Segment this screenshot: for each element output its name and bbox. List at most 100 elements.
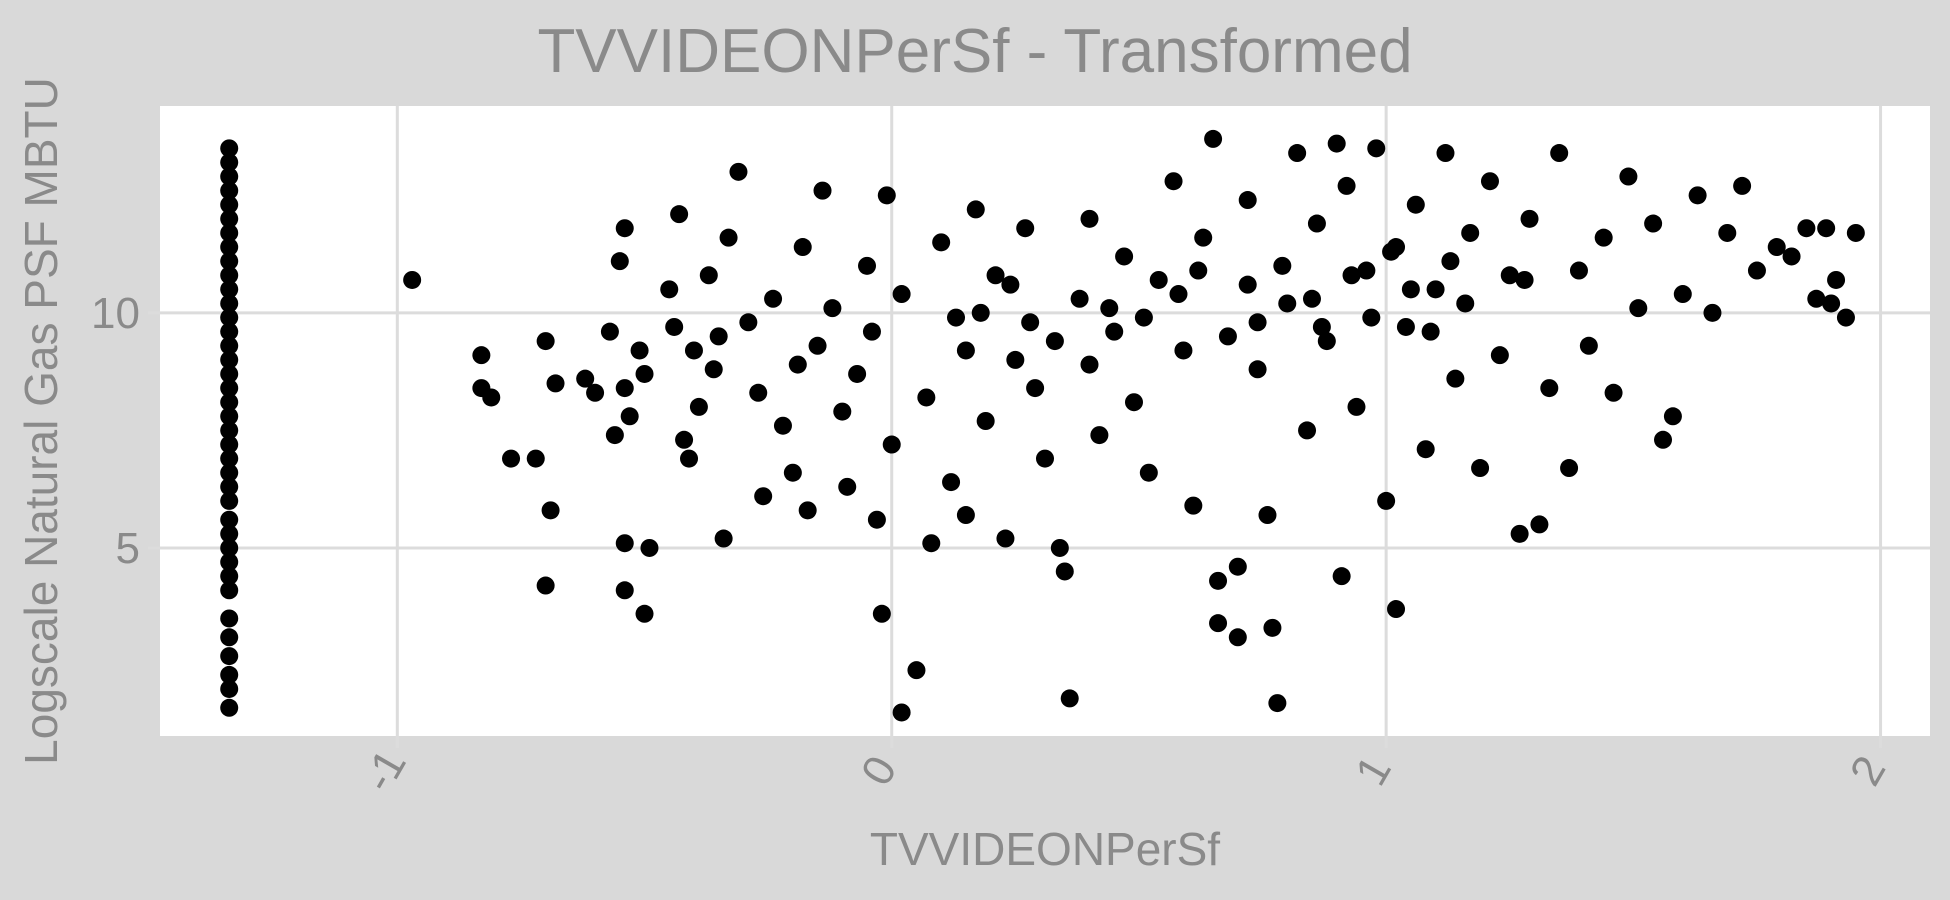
data-point: [1560, 459, 1579, 478]
data-point: [536, 576, 555, 595]
data-point: [1149, 270, 1168, 289]
data-point: [1654, 430, 1673, 449]
data-point: [1174, 341, 1193, 360]
data-point: [1619, 167, 1638, 186]
data-point: [1105, 322, 1124, 341]
data-point: [403, 270, 422, 289]
data-point: [1189, 261, 1208, 280]
data-point: [1080, 355, 1099, 374]
data-point: [1238, 275, 1257, 294]
data-point: [1663, 407, 1682, 426]
data-point: [665, 317, 684, 336]
data-point: [1302, 289, 1321, 308]
data-point: [986, 266, 1005, 285]
data-point: [1387, 238, 1406, 257]
data-point: [615, 534, 634, 553]
data-point: [1530, 515, 1549, 534]
data-point: [630, 341, 649, 360]
data-point: [220, 609, 239, 628]
data-point: [798, 501, 817, 520]
data-point: [1070, 289, 1089, 308]
data-point: [1827, 270, 1846, 289]
data-point: [220, 350, 239, 369]
data-point: [1238, 191, 1257, 210]
data-point: [1480, 172, 1499, 191]
data-point: [1461, 223, 1480, 242]
data-point: [971, 303, 990, 322]
data-point: [1026, 379, 1045, 398]
data-point: [220, 181, 239, 200]
x-axis-title: TVVIDEONPerSf: [870, 823, 1220, 875]
data-point: [502, 449, 521, 468]
data-point: [1050, 538, 1069, 557]
data-point: [220, 647, 239, 666]
data-point: [1436, 144, 1455, 163]
data-point: [739, 313, 758, 332]
data-point: [1342, 266, 1361, 285]
data-point: [1204, 129, 1223, 148]
data-point: [1055, 562, 1074, 581]
data-point: [220, 665, 239, 684]
data-point: [1594, 228, 1613, 247]
data-point: [220, 364, 239, 383]
data-point: [783, 463, 802, 482]
data-points: [220, 129, 1865, 722]
data-point: [749, 383, 768, 402]
data-point: [1060, 689, 1079, 708]
data-point: [917, 388, 936, 407]
data-point: [220, 491, 239, 510]
data-point: [220, 294, 239, 313]
data-point: [680, 449, 699, 468]
data-point: [1515, 270, 1534, 289]
data-point: [1807, 289, 1826, 308]
data-point: [1288, 144, 1307, 163]
data-point: [1258, 506, 1277, 525]
data-point: [947, 308, 966, 327]
data-point: [1332, 567, 1351, 586]
data-point: [922, 534, 941, 553]
data-point: [220, 510, 239, 529]
data-point: [1416, 440, 1435, 459]
data-point: [848, 364, 867, 383]
data-point: [823, 299, 842, 318]
data-point: [1248, 360, 1267, 379]
data-point: [788, 355, 807, 374]
data-point: [1263, 618, 1282, 637]
data-point: [1100, 299, 1119, 318]
data-point: [1124, 393, 1143, 412]
data-point: [541, 501, 560, 520]
data-point: [729, 162, 748, 181]
data-point: [220, 463, 239, 482]
data-point: [1817, 219, 1836, 238]
data-point: [220, 628, 239, 647]
data-point: [220, 139, 239, 158]
data-point: [220, 393, 239, 412]
data-point: [220, 153, 239, 172]
data-point: [1090, 426, 1109, 445]
data-point: [1500, 266, 1519, 285]
data-point: [220, 553, 239, 572]
data-point: [526, 449, 545, 468]
data-point: [956, 506, 975, 525]
data-point: [699, 266, 718, 285]
data-point: [1298, 421, 1317, 440]
data-point: [1045, 332, 1064, 351]
data-point: [1540, 379, 1559, 398]
data-point: [1312, 317, 1331, 336]
data-point: [1134, 308, 1153, 327]
data-point: [808, 336, 827, 355]
data-point: [546, 374, 565, 393]
data-point: [1377, 491, 1396, 510]
data-point: [892, 703, 911, 722]
data-point: [472, 346, 491, 365]
data-point: [1327, 134, 1346, 153]
data-point: [838, 477, 857, 496]
data-point: [1456, 294, 1475, 313]
data-point: [714, 529, 733, 548]
data-point: [1006, 350, 1025, 369]
data-point: [862, 322, 881, 341]
data-point: [867, 510, 886, 529]
data-point: [1228, 557, 1247, 576]
data-point: [1490, 346, 1509, 365]
